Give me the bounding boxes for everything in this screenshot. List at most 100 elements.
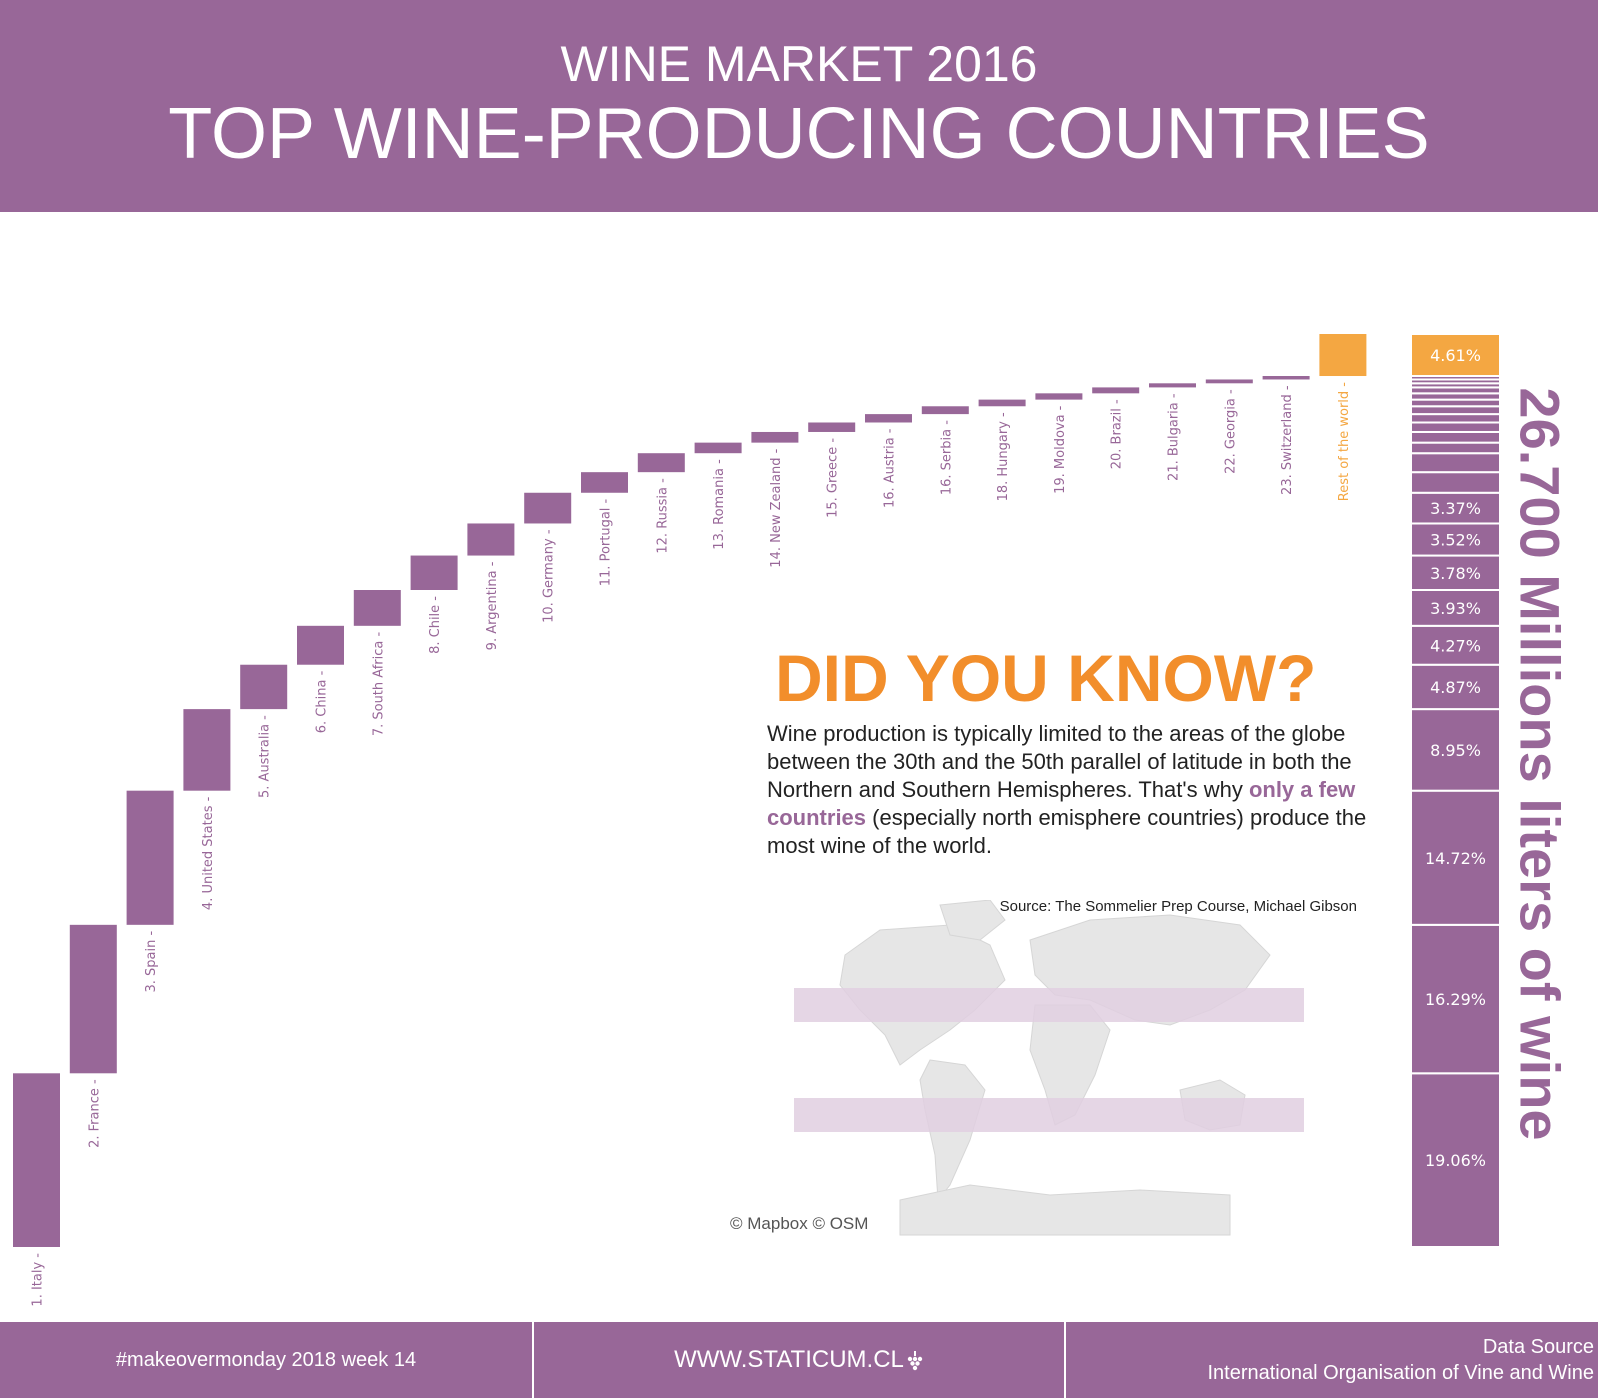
header-banner: WINE MARKET 2016 TOP WINE-PRODUCING COUN… [0, 0, 1598, 212]
category-label: 9. Argentina - [485, 561, 500, 650]
total-volume-text: 26.700 Millions liters of wine [1508, 387, 1572, 1141]
wine-latitude-band [794, 1098, 1304, 1132]
waterfall-bar [126, 790, 174, 925]
waterfall-bar [353, 590, 401, 626]
category-label: 4. United States - [201, 796, 216, 910]
waterfall-bar [297, 625, 344, 665]
waterfall-bar [467, 523, 515, 556]
stacked-segment [1410, 452, 1501, 474]
waterfall-bar [751, 431, 799, 443]
category-label: 1. Italy - [31, 1253, 46, 1307]
footer-divider [532, 1322, 534, 1398]
waterfall-bar [69, 924, 117, 1074]
segment-percent-label: 4.27% [1430, 636, 1481, 655]
stacked-segment [1410, 441, 1501, 455]
segment-percent-label: 8.95% [1430, 741, 1481, 760]
stacked-segment [1410, 421, 1501, 433]
category-label: 16. Serbia - [939, 420, 954, 495]
map-antarctica [899, 1184, 1231, 1236]
category-label: 21. Bulgaria - [1167, 393, 1182, 481]
did-you-know-text-part2: (especially north emisphere countries) p… [767, 805, 1367, 858]
stacked-segment [1410, 923, 1501, 1075]
waterfall-bar [978, 399, 1026, 407]
footer-website[interactable]: WWW.STATICUM.CL [534, 1322, 1064, 1398]
segment-percent-label: 14.72% [1425, 849, 1486, 868]
category-label: 20. Brazil - [1110, 399, 1125, 469]
waterfall-chart: 1. Italy - 2. France - 3. Spain - 4. United… [13, 333, 1501, 1307]
map-land [839, 900, 1271, 1236]
waterfall-bar [1262, 376, 1310, 380]
segment-percent-label: 3.37% [1430, 499, 1481, 518]
category-label: 7. South Africa - [371, 632, 386, 737]
footer-hashtag: #makeovermonday 2018 week 14 [115, 1349, 417, 1371]
did-you-know-text-part1: Wine production is typically limited to … [767, 721, 1352, 802]
total-volume-label: 26.700 Millions liters of wine [1509, 374, 1572, 1154]
stacked-segment [1410, 589, 1501, 627]
footer-data-source: Data Source International Organisation o… [1066, 1322, 1594, 1398]
segment-percent-label: 4.61% [1430, 346, 1481, 365]
wine-latitude-band [794, 988, 1304, 1022]
footer-divider [1064, 1322, 1066, 1398]
segment-percent-label: 19.06% [1425, 1151, 1486, 1170]
stacked-segment [1410, 471, 1501, 494]
category-label: 15. Greece - [826, 438, 841, 518]
source-note: Source: The Sommelier Prep Course, Micha… [999, 898, 1357, 915]
category-label: 13. Romania - [712, 459, 727, 550]
category-label: Rest of the world - [1337, 382, 1352, 502]
stacked-segment [1410, 663, 1501, 711]
category-label: 5. Australia - [258, 715, 273, 798]
map-greenland [939, 900, 1006, 941]
waterfall-bar [1092, 387, 1140, 394]
waterfall-bar [808, 422, 856, 432]
page-title: TOP WINE-PRODUCING COUNTRIES [168, 94, 1430, 174]
waterfall-bar [694, 442, 742, 454]
segment-percent-label: 4.87% [1430, 678, 1481, 697]
footer-data-source-org: International Organisation of Vine and W… [1207, 1362, 1594, 1384]
category-label: 23. Switzerland - [1280, 385, 1295, 495]
segment-percent-label: 3.78% [1430, 564, 1481, 583]
stacked-segment [1410, 413, 1501, 424]
waterfall-bar [581, 472, 628, 493]
waterfall-bar [865, 414, 912, 423]
did-you-know-title: DID YOU KNOW? [775, 641, 1317, 715]
waterfall-bar [13, 1073, 60, 1247]
footer-website-link[interactable]: WWW.STATICUM.CL [674, 1346, 904, 1373]
waterfall-bar [1035, 393, 1083, 400]
waterfall-bar [1319, 334, 1367, 377]
grape-icon [907, 1350, 923, 1370]
waterfall-bar [183, 709, 231, 791]
stacked-segment [1410, 1072, 1501, 1248]
did-you-know-text: Wine production is typically limited to … [767, 720, 1367, 860]
stacked-segment [1410, 789, 1501, 926]
segment-percent-label: 3.93% [1430, 599, 1481, 618]
header-kicker: WINE MARKET 2016 [560, 36, 1038, 92]
stacked-segment [1410, 708, 1501, 792]
category-label: 14. New Zealand - [769, 448, 784, 567]
category-label: 3. Spain - [144, 931, 159, 993]
stacked-segment [1410, 430, 1501, 444]
category-label: 11. Portugal - [599, 498, 614, 586]
category-label: 19. Moldova - [1053, 405, 1068, 494]
stacked-segment [1410, 522, 1501, 557]
waterfall-bar [240, 664, 288, 710]
stacked-segment [1410, 405, 1501, 416]
stacked-segment-rest [1410, 333, 1501, 378]
segment-percent-label: 3.52% [1430, 531, 1481, 550]
waterfall-bar [637, 453, 685, 473]
category-label: 6. China - [315, 670, 330, 733]
waterfall-bar [1149, 383, 1196, 388]
waterfall-bar [410, 555, 458, 591]
category-label: 2. France - [87, 1079, 102, 1148]
map-credit[interactable]: © Mapbox © OSM [726, 1214, 873, 1234]
waterfall-bar [1205, 379, 1253, 384]
category-label: 16. Austria - [883, 428, 898, 508]
stacked-segment [1410, 624, 1501, 666]
footer: #makeovermonday 2018 week 14 WWW.STATICU… [0, 1322, 1598, 1398]
world-map [794, 900, 1304, 1236]
waterfall-bar [921, 406, 969, 415]
did-you-know-highlight: only a few countries [767, 777, 1356, 830]
category-label: 22. Georgia - [1223, 389, 1238, 474]
category-label: 12. Russia - [655, 478, 670, 554]
footer-data-source-label: Data Source [1482, 1336, 1594, 1358]
segment-percent-label: 16.29% [1425, 990, 1486, 1009]
